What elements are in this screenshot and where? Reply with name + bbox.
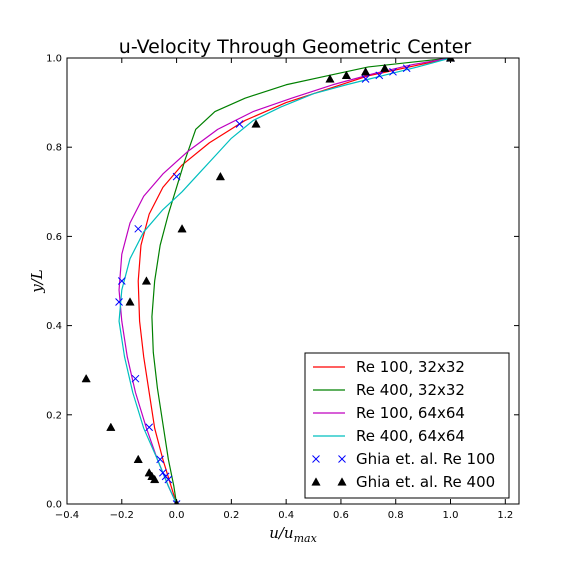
x-tick-label: 1.2 bbox=[497, 510, 513, 521]
data-point-x bbox=[134, 224, 143, 233]
legend-label: Re 400, 32x32 bbox=[356, 381, 465, 399]
legend-label: Re 400, 64x64 bbox=[356, 427, 465, 445]
series-line bbox=[118, 58, 451, 504]
data-point-x bbox=[161, 472, 170, 481]
y-tick-label: 0.6 bbox=[46, 232, 62, 243]
series-re-100-32x32 bbox=[137, 58, 451, 504]
legend-swatch-marker bbox=[337, 477, 347, 486]
data-point-triangle bbox=[215, 171, 226, 181]
x-tick-label: 0.6 bbox=[333, 510, 349, 521]
x-tick-label: 0.4 bbox=[278, 510, 294, 521]
y-tick-label: 0.4 bbox=[46, 321, 62, 332]
legend-label: Re 100, 32x32 bbox=[356, 358, 465, 376]
y-tick-label: 1.0 bbox=[46, 54, 62, 65]
data-point-x bbox=[375, 71, 384, 80]
plot-area bbox=[81, 58, 456, 504]
legend-item: Ghia et. al. Re 400 bbox=[311, 473, 495, 491]
legend-swatch-marker bbox=[312, 455, 320, 463]
x-axis-label-main: u/u bbox=[269, 524, 293, 542]
series-re-400-64x64 bbox=[118, 58, 451, 504]
x-tick-label: 0.8 bbox=[388, 510, 404, 521]
series-line bbox=[137, 58, 451, 504]
data-point-x bbox=[172, 500, 181, 504]
x-tick-label: −0.2 bbox=[110, 510, 134, 521]
x-axis-label-subscript: max bbox=[294, 532, 318, 545]
legend-box bbox=[304, 352, 510, 499]
y-tick-label: 0.2 bbox=[46, 410, 62, 421]
data-point-triangle bbox=[144, 468, 154, 477]
legend-label: Ghia et. al. Re 100 bbox=[356, 450, 495, 468]
legend-item: Ghia et. al. Re 100 bbox=[312, 450, 495, 468]
y-tick-label: 0.0 bbox=[46, 500, 62, 511]
data-point-triangle bbox=[133, 454, 143, 464]
data-point-triangle bbox=[360, 67, 371, 76]
data-point-triangle bbox=[177, 224, 187, 233]
x-tick-label: −0.4 bbox=[55, 510, 79, 521]
series-re-100-64x64 bbox=[118, 58, 451, 504]
data-point-x bbox=[159, 468, 167, 477]
data-point-triangle bbox=[81, 373, 91, 383]
data-point-triangle bbox=[380, 63, 390, 72]
legend-item: Re 100, 64x64 bbox=[313, 404, 465, 422]
legend-label: Re 100, 64x64 bbox=[356, 404, 465, 422]
x-tick-label: 0.0 bbox=[169, 510, 185, 521]
y-axis-label: y/L bbox=[28, 269, 46, 294]
data-point-x bbox=[131, 374, 140, 383]
data-point-x bbox=[389, 67, 397, 76]
legend: Re 100, 32x32 Re 400, 32x32 Re 100, 64x64 R… bbox=[304, 352, 510, 499]
data-point-triangle bbox=[125, 297, 135, 306]
data-point-triangle bbox=[141, 276, 152, 285]
x-tick-label: 1.0 bbox=[443, 510, 459, 521]
data-point-x bbox=[117, 277, 126, 285]
legend-item: Re 100, 32x32 bbox=[313, 358, 465, 376]
legend-item: Re 400, 64x64 bbox=[313, 427, 465, 445]
data-point-triangle bbox=[341, 70, 352, 80]
data-point-x bbox=[172, 172, 181, 181]
legend-label: Ghia et. al. Re 400 bbox=[356, 473, 495, 491]
data-point-x bbox=[115, 298, 123, 306]
data-point-triangle bbox=[251, 119, 261, 128]
legend-swatch-marker bbox=[338, 455, 346, 463]
x-tick-label: 0.2 bbox=[223, 510, 239, 521]
data-point-triangle bbox=[106, 422, 116, 431]
data-point-x bbox=[235, 120, 244, 128]
legend-swatch-marker bbox=[311, 477, 321, 486]
x-axis-label: u/umax bbox=[269, 524, 317, 545]
data-point-x bbox=[402, 64, 411, 73]
series-line bbox=[118, 58, 451, 504]
data-point-x bbox=[156, 455, 164, 464]
data-point-triangle bbox=[325, 74, 335, 83]
axis-ticks: −0.4 −0.2 0.0 0.2 0.4 0.6 0.8 1.0 1.2 0.0 0.2 0.4 0.… bbox=[46, 54, 519, 521]
data-point-x bbox=[361, 75, 370, 83]
y-tick-label: 0.8 bbox=[46, 143, 62, 154]
data-point-x bbox=[145, 423, 154, 432]
chart-title: u-Velocity Through Geometric Center bbox=[119, 36, 472, 58]
legend-item: Re 400, 32x32 bbox=[313, 381, 465, 399]
plot-frame bbox=[66, 57, 520, 505]
